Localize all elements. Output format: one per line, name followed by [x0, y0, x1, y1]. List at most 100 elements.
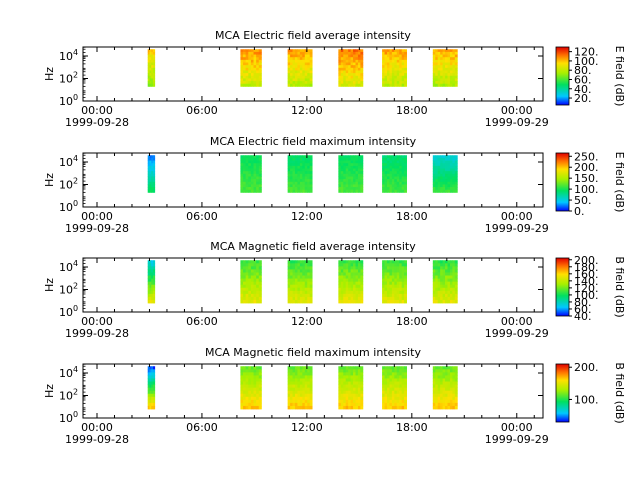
spectrogram-cell — [338, 51, 342, 55]
spectrogram-cell — [440, 263, 444, 267]
spectrogram-cell — [440, 73, 444, 77]
spectrogram-cell — [294, 387, 298, 392]
spectrogram-cell — [386, 405, 390, 410]
spectrogram-cell — [440, 378, 444, 382]
spectrogram-cell — [391, 83, 395, 87]
spectrogram-cell — [442, 168, 446, 172]
spectrogram-cell — [394, 67, 398, 71]
spectrogram-cell — [248, 269, 252, 273]
spectrogram-cell — [343, 399, 347, 404]
spectrogram-cell — [248, 51, 252, 55]
spectrogram-cell — [360, 179, 364, 183]
spectrogram-cell — [294, 278, 298, 283]
spectrogram-cell — [435, 275, 439, 279]
spectrogram-cell — [307, 155, 311, 159]
spectrogram-cell — [302, 293, 306, 298]
spectrogram-cell — [442, 405, 446, 410]
spectrogram-cell — [345, 366, 349, 370]
spectrogram-cell — [243, 387, 247, 392]
spectrogram-cell — [355, 187, 359, 191]
spectrogram-cell — [304, 293, 308, 298]
spectrogram-cell — [382, 179, 385, 183]
spectrogram-cell — [240, 278, 244, 283]
spectrogram-cell — [432, 384, 436, 389]
spectrogram-cell — [350, 393, 354, 398]
spectrogram-cell — [445, 157, 448, 161]
spectrogram-cell — [304, 49, 308, 53]
spectrogram-cell — [345, 75, 349, 79]
spectrogram-cell — [399, 399, 403, 404]
spectrogram-cell — [243, 281, 247, 286]
spectrogram-cell — [151, 281, 154, 286]
spectrogram-cell — [396, 299, 400, 304]
spectrogram-cell — [297, 266, 301, 270]
spectrogram-cell — [287, 293, 291, 298]
spectrogram-cell — [147, 293, 150, 298]
spectrogram-cell — [297, 78, 301, 82]
spectrogram-cell — [292, 366, 296, 370]
spectrogram-cell — [404, 390, 407, 395]
spectrogram-cell — [454, 372, 458, 376]
spectrogram-cell — [355, 375, 359, 379]
spectrogram-cell — [382, 187, 385, 191]
spectrogram-cell — [290, 78, 293, 82]
spectrogram-cell — [452, 293, 456, 298]
spectrogram-cell — [302, 54, 306, 58]
spectrogram-cell — [256, 160, 260, 164]
spectrogram-cell — [360, 287, 364, 292]
spectrogram-cell — [297, 184, 301, 188]
spectrogram-cell — [248, 260, 252, 264]
x-tick-date-label: 1999-09-28 — [65, 116, 129, 129]
spectrogram-cell — [240, 54, 244, 58]
spectrogram-cell — [294, 287, 298, 292]
spectrogram-cell — [290, 266, 293, 270]
spectrogram-cell — [151, 263, 154, 267]
spectrogram-cell — [442, 75, 446, 79]
spectrogram-cell — [149, 384, 152, 389]
spectrogram-cell — [345, 163, 349, 167]
spectrogram-cell — [149, 378, 152, 382]
spectrogram-cell — [294, 73, 298, 77]
spectrogram-cell — [396, 75, 400, 79]
spectrogram-cell — [290, 260, 293, 264]
spectrogram-cell — [435, 83, 439, 87]
spectrogram-cell — [399, 187, 403, 191]
spectrogram-cell — [294, 390, 298, 395]
spectrogram-cell — [338, 75, 342, 79]
spectrogram-cell — [348, 299, 352, 304]
spectrogram-cell — [442, 59, 446, 63]
spectrogram-cell — [299, 399, 303, 404]
spectrogram-cell — [452, 157, 456, 161]
spectrogram-cell — [149, 281, 152, 286]
spectrogram-cell — [304, 75, 308, 79]
spectrogram-cell — [299, 378, 303, 382]
spectrogram-cell — [394, 155, 398, 159]
spectrogram-cell — [432, 281, 436, 286]
spectrogram-cell — [360, 67, 364, 71]
y-tick-label: 104 — [59, 259, 78, 274]
spectrogram-cell — [447, 83, 451, 87]
spectrogram-cell — [353, 396, 356, 401]
spectrogram-cell — [384, 369, 388, 373]
spectrogram-cell — [389, 390, 393, 395]
spectrogram-cell — [243, 73, 247, 77]
spectrogram-cell — [391, 290, 395, 295]
spectrogram-cell — [258, 73, 262, 77]
spectrogram-cell — [243, 378, 247, 382]
spectrogram-cell — [348, 59, 352, 63]
spectrogram-cell — [240, 160, 244, 164]
x-tick-label: 00:00 — [501, 104, 533, 117]
spectrogram-cell — [360, 163, 364, 167]
spectrogram-cell — [353, 165, 356, 169]
spectrogram-cell — [292, 296, 296, 301]
spectrogram-cell — [435, 366, 439, 370]
spectrogram-cell — [435, 296, 439, 301]
spectrogram-cell — [449, 168, 453, 172]
spectrogram-cell — [302, 296, 306, 301]
spectrogram-cell — [442, 179, 446, 183]
spectrogram-cell — [343, 67, 347, 71]
spectrogram-cell — [396, 49, 400, 53]
spectrogram-cell — [386, 155, 390, 159]
spectrogram-cell — [353, 272, 356, 276]
spectrogram-cell — [432, 155, 436, 159]
